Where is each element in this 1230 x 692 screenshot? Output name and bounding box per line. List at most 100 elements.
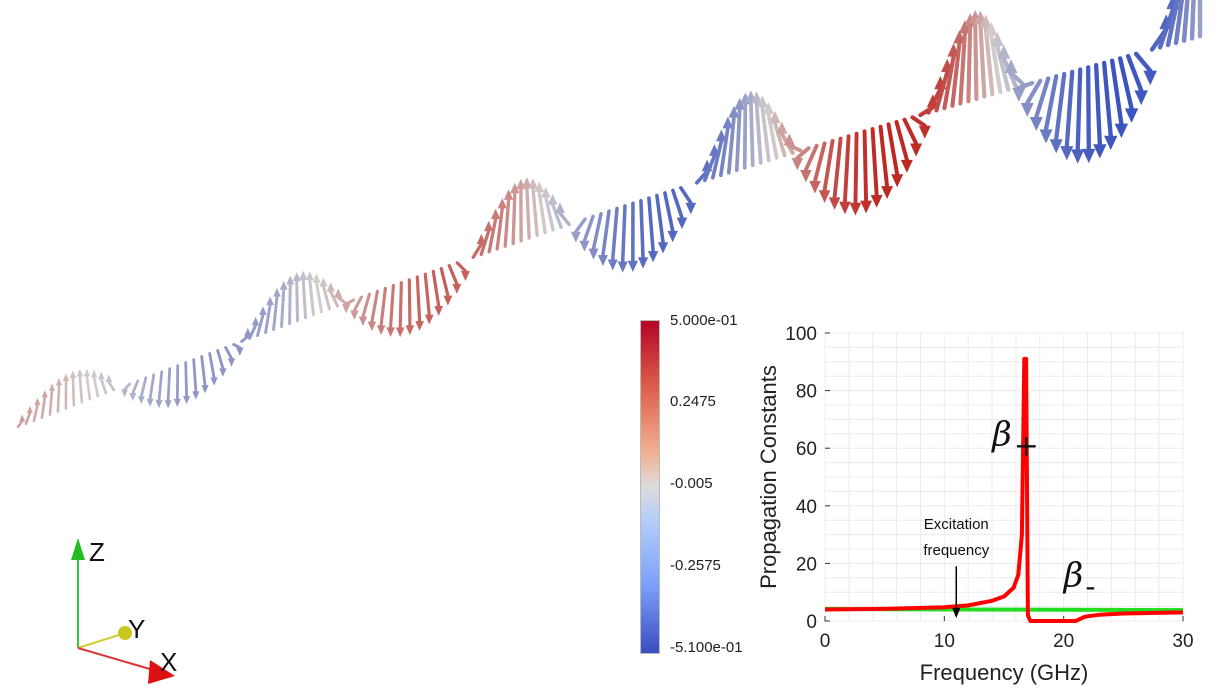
field-arrow-head-icon xyxy=(251,316,260,326)
field-arrow-head-icon xyxy=(769,110,781,124)
field-arrow-shaft xyxy=(702,153,717,183)
field-arrow-head-icon xyxy=(958,20,972,34)
field-arrow-head-icon xyxy=(266,296,274,306)
field-arrow-head-icon xyxy=(173,398,181,408)
colorbar xyxy=(640,320,660,654)
field-arrow-head-icon xyxy=(617,261,628,273)
field-arrow-shaft xyxy=(995,43,1011,92)
field-arrow-shaft xyxy=(795,146,811,160)
field-arrow-head-icon xyxy=(849,202,862,216)
field-arrow-head-icon xyxy=(676,217,688,230)
field-arrow-head-icon xyxy=(386,327,395,337)
field-arrow-shaft xyxy=(966,24,973,104)
field-arrow-shaft xyxy=(16,420,24,429)
field-arrow-head-icon xyxy=(918,125,931,139)
field-arrow-shaft xyxy=(894,119,909,162)
field-arrow-shaft xyxy=(455,261,468,273)
field-arrow-shaft xyxy=(1025,78,1043,106)
field-arrow-head-icon xyxy=(334,288,343,298)
field-arrow-shaft xyxy=(40,396,47,419)
field-arrow-shaft xyxy=(308,278,315,317)
field-arrow-shaft xyxy=(1117,56,1134,111)
field-arrow-shaft xyxy=(1125,53,1144,93)
field-arrow-head-icon xyxy=(997,44,1011,59)
y-axis-title: Propagation Constants xyxy=(756,365,781,589)
field-arrow-shaft xyxy=(131,379,140,395)
field-arrow-shaft xyxy=(910,115,927,128)
axes-orientation-triad: Z Y X xyxy=(71,537,177,684)
field-arrow-shaft xyxy=(248,323,258,340)
field-arrow-head-icon xyxy=(305,271,314,281)
field-arrow-head-icon xyxy=(588,248,599,260)
colorbar-tick-min: -5.100e-01 xyxy=(670,639,743,656)
excitation-annotation: Excitation xyxy=(924,516,989,533)
field-arrow-head-icon xyxy=(26,405,33,413)
field-arrow-head-icon xyxy=(192,391,200,400)
field-arrow-head-icon xyxy=(756,95,768,108)
field-arrow-shaft xyxy=(958,31,967,106)
field-arrow-head-icon xyxy=(312,273,321,283)
field-arrow-head-icon xyxy=(818,190,831,203)
beta-subscript: - xyxy=(1085,569,1095,604)
field-arrow-shaft xyxy=(92,375,100,398)
field-arrow-shaft xyxy=(439,266,450,298)
field-arrow-shaft xyxy=(726,115,736,175)
field-arrow-shaft xyxy=(558,211,571,227)
field-arrow-shaft xyxy=(352,295,363,313)
field-arrow-head-icon xyxy=(146,398,154,407)
field-arrow-head-icon xyxy=(637,257,649,269)
field-arrow-head-icon xyxy=(273,287,281,297)
field-arrow-shaft xyxy=(1165,0,1180,48)
field-arrow-shaft xyxy=(24,411,32,426)
field-arrow-head-icon xyxy=(19,414,26,422)
field-arrow-shaft xyxy=(224,346,233,360)
field-arrow-head-icon xyxy=(985,22,998,36)
field-arrow-shaft xyxy=(1189,0,1196,41)
field-arrow-shaft xyxy=(100,377,108,395)
field-arrow-head-icon xyxy=(395,327,405,338)
field-arrow-head-icon xyxy=(510,182,520,194)
field-arrow-shaft xyxy=(679,186,693,205)
x-tick-label: 20 xyxy=(1053,631,1074,652)
field-arrow-shaft xyxy=(544,195,555,232)
field-arrow-shaft xyxy=(582,214,595,243)
field-arrow-shaft xyxy=(1133,51,1153,73)
field-arrow-shaft xyxy=(447,264,459,286)
field-arrow-shaft xyxy=(610,206,619,262)
field-arrow-shaft xyxy=(647,196,655,253)
field-arrow-head-icon xyxy=(1020,102,1034,117)
field-arrow-head-icon xyxy=(891,174,904,188)
field-arrow-head-icon xyxy=(762,101,775,115)
field-arrow-head-icon xyxy=(83,368,91,377)
x-axis-cone-icon xyxy=(148,660,175,684)
field-arrow-head-icon xyxy=(728,105,740,118)
field-arrow-head-icon xyxy=(90,369,98,378)
field-arrow-shaft xyxy=(766,112,779,160)
z-axis-cone-icon xyxy=(71,538,85,560)
z-axis-label: Z xyxy=(89,537,105,567)
field-arrow-shaft xyxy=(760,105,771,163)
field-arrow-head-icon xyxy=(870,195,883,208)
field-arrow-shaft xyxy=(1101,60,1113,138)
field-arrow-head-icon xyxy=(259,306,267,315)
field-arrow-head-icon xyxy=(1029,117,1043,132)
field-arrow-shaft xyxy=(389,284,395,329)
field-arrow-shaft xyxy=(200,355,207,387)
field-arrow-shaft xyxy=(1075,67,1083,152)
field-arrow-shaft xyxy=(1173,0,1185,46)
y-axis-label: Y xyxy=(128,614,145,644)
field-arrow-head-icon xyxy=(443,295,453,306)
field-arrow-head-icon xyxy=(350,310,359,320)
field-arrow-shaft xyxy=(878,124,890,189)
field-arrow-head-icon xyxy=(210,377,218,386)
field-arrow-head-icon xyxy=(452,283,462,294)
field-arrow-head-icon xyxy=(534,181,545,193)
field-arrow-shaft xyxy=(926,87,943,115)
field-arrow-shaft xyxy=(471,242,483,259)
field-arrow-shaft xyxy=(754,101,763,165)
field-arrow-head-icon xyxy=(164,400,172,409)
field-arrow-shaft xyxy=(902,117,919,146)
field-arrow-head-icon xyxy=(541,186,551,198)
field-arrow-head-icon xyxy=(279,280,288,290)
